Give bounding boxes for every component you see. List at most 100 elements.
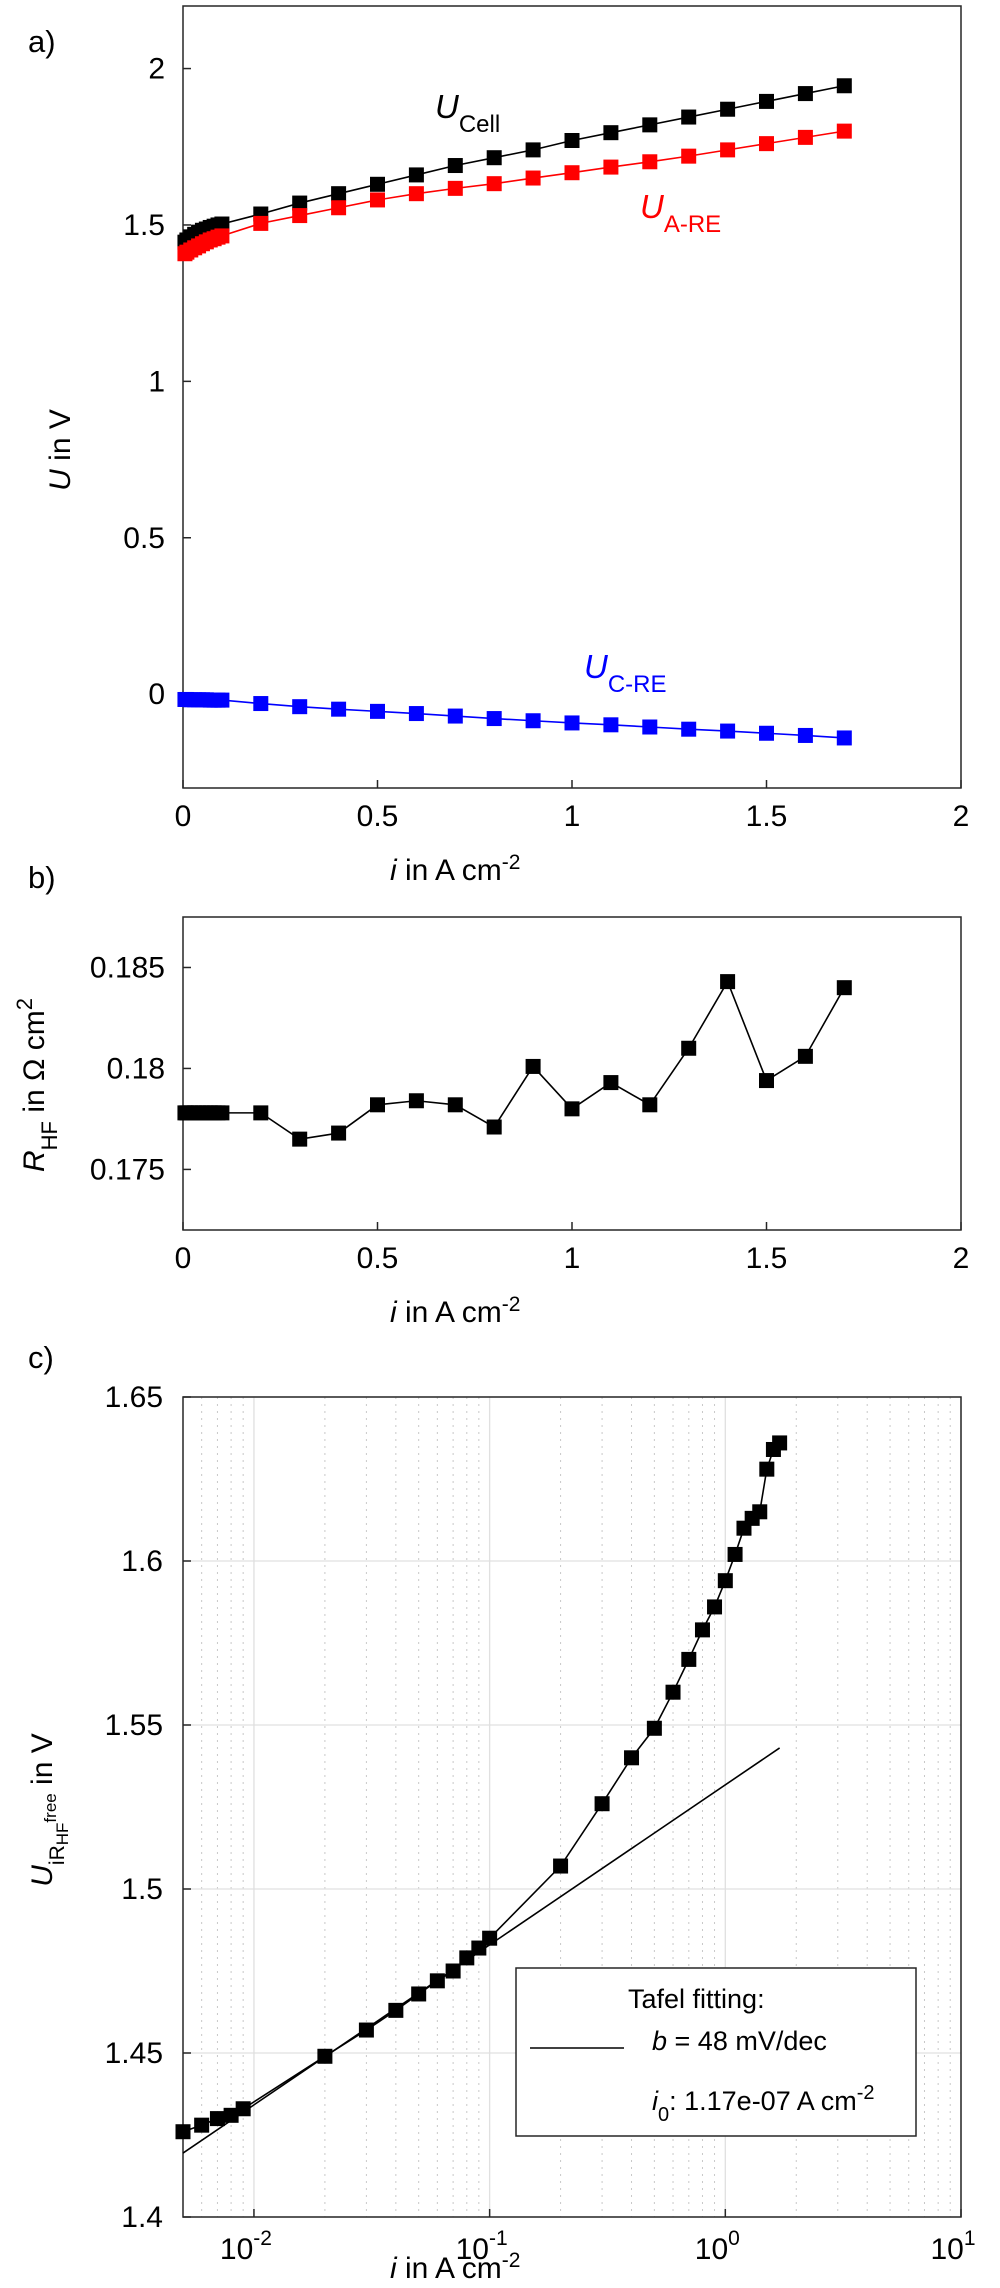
panel-b-point xyxy=(642,1097,658,1113)
panel-a-ytick-label: 1.5 xyxy=(123,209,165,242)
panel-a-point xyxy=(253,696,269,712)
panel-b-point xyxy=(408,1093,424,1109)
panel-a-point xyxy=(564,715,580,731)
panel-c-point xyxy=(429,1973,445,1989)
panel-a-point xyxy=(681,109,697,125)
panel-a-point xyxy=(214,228,230,244)
panel-a-point xyxy=(370,192,385,208)
panel-c-xtick-label: 10-1 xyxy=(456,2227,508,2266)
panel-a-point xyxy=(486,150,502,166)
legend-slope: b = 48 mV/dec xyxy=(652,2026,827,2056)
panel-c-point xyxy=(752,1504,768,1520)
legend-box xyxy=(515,1967,917,2137)
panel-b-series-line xyxy=(184,979,845,1140)
panel-a-point xyxy=(331,200,347,216)
panel-c-point xyxy=(681,1651,697,1667)
panel-a-point xyxy=(603,717,619,733)
panel-a-point xyxy=(642,117,658,133)
panel-c-xtick-label: 101 xyxy=(930,2227,975,2266)
panel-b-point xyxy=(564,1101,580,1117)
panel-c-point xyxy=(727,1546,743,1562)
panel-b-axes: 0 0.5 1 1.5 2 0.175 0.18 0.185 xyxy=(90,951,969,1275)
panel-c-ytick-label: 1.65 xyxy=(105,1381,163,1414)
panel-a-point xyxy=(603,125,619,141)
panel-c-point xyxy=(694,1622,710,1638)
panel-b-xtick-label: 2 xyxy=(953,1242,970,1275)
panel-c-ylabel: UiRHFfree in V xyxy=(26,1733,72,1887)
panel-a-point xyxy=(408,167,424,183)
panel-c-xlabel: i in A cm-2 xyxy=(390,2249,520,2286)
panel-a-point xyxy=(447,158,463,174)
panel-b-point xyxy=(292,1131,308,1147)
panel-a-point xyxy=(408,706,424,722)
panel-b-xtick-label: 0.5 xyxy=(357,1242,399,1275)
panel-a-point xyxy=(642,719,658,735)
panel-a-point xyxy=(720,723,736,739)
panel-a-xtick-label: 0 xyxy=(175,800,192,833)
panel-a-ylabel: U in V xyxy=(44,409,77,491)
panel-c-point xyxy=(482,1930,498,1946)
panel-a-xtick-label: 1.5 xyxy=(746,800,788,833)
panel-a-series-line xyxy=(184,698,845,739)
panel-a-ytick-label: 0.5 xyxy=(123,522,165,555)
panel-b-point xyxy=(759,1073,774,1089)
panel-a-point xyxy=(525,170,541,186)
panel-c-point xyxy=(194,2117,210,2133)
panel-a-axes: 0 0.5 1 1.5 2 0 0.5 1 1.5 2 xyxy=(123,53,969,833)
panel-c-axes: 10-2 10-1 100 101 1.4 1.45 1.5 1.55 1.6 1.65 xyxy=(105,1381,976,2266)
panel-a-point xyxy=(447,708,463,724)
panel-c-point xyxy=(553,1858,569,1874)
panel-a-point xyxy=(681,721,697,737)
panel-b-point xyxy=(836,980,852,996)
panel-c-point xyxy=(317,2048,333,2064)
panel-c-point xyxy=(707,1599,723,1615)
panel-b-point xyxy=(797,1048,813,1064)
panel-c-point xyxy=(772,1435,788,1451)
panel-b-xtick-label: 1.5 xyxy=(746,1242,788,1275)
panel-c-xtick-label: 100 xyxy=(695,2227,740,2266)
panel-b-point xyxy=(720,974,736,990)
panel-b-frame xyxy=(182,916,962,1231)
panel-c-point xyxy=(665,1684,681,1700)
panel-a-point xyxy=(759,136,774,152)
panel-a-point xyxy=(603,159,619,175)
panel-a-ytick-label: 2 xyxy=(148,53,165,86)
panel-a-ytick-label: 1 xyxy=(148,365,165,398)
panel-a-xtick-label: 2 xyxy=(953,800,970,833)
panel-c-point xyxy=(175,2124,191,2140)
panel-a-point xyxy=(292,195,308,211)
panel-a-point xyxy=(525,142,541,158)
panel-a-xtick-label: 1 xyxy=(564,800,581,833)
panel-b-plot xyxy=(177,974,852,1147)
panel-a-point xyxy=(836,78,852,94)
panel-b-point xyxy=(253,1105,269,1121)
panel-c-xtick-label: 10-2 xyxy=(220,2227,272,2266)
panel-c-point xyxy=(646,1720,662,1736)
panel-a-point xyxy=(331,186,347,202)
panel-b-xlabel: i in A cm-2 xyxy=(390,1293,520,1330)
panel-a-point xyxy=(370,176,385,192)
panel-a-point xyxy=(253,215,269,231)
panel-a-point xyxy=(564,165,580,181)
panel-b-point xyxy=(525,1058,541,1074)
panel-c-point xyxy=(459,1950,475,1966)
panel-a-series-line xyxy=(184,130,845,255)
panel-a-label: a) xyxy=(28,24,56,59)
panel-a-point xyxy=(759,725,774,741)
panel-a-point xyxy=(408,186,424,202)
panel-c-frame xyxy=(182,1396,962,2218)
panel-c-point xyxy=(358,2022,374,2038)
panel-a-point xyxy=(836,123,852,139)
panel-c-ytick-label: 1.55 xyxy=(105,1709,163,1742)
panel-a-point xyxy=(836,730,852,746)
panel-c-plot xyxy=(175,1435,788,2154)
panel-b-point xyxy=(681,1040,697,1056)
panel-a-point xyxy=(447,180,463,196)
panel-c-ytick-label: 1.5 xyxy=(121,1873,163,1906)
panel-b-ytick-label: 0.18 xyxy=(107,1052,165,1085)
panel-c-ytick-label: 1.6 xyxy=(121,1545,163,1578)
panel-b-ytick-label: 0.175 xyxy=(90,1153,165,1186)
panel-a-point xyxy=(214,216,230,232)
panel-a-point xyxy=(292,208,308,224)
